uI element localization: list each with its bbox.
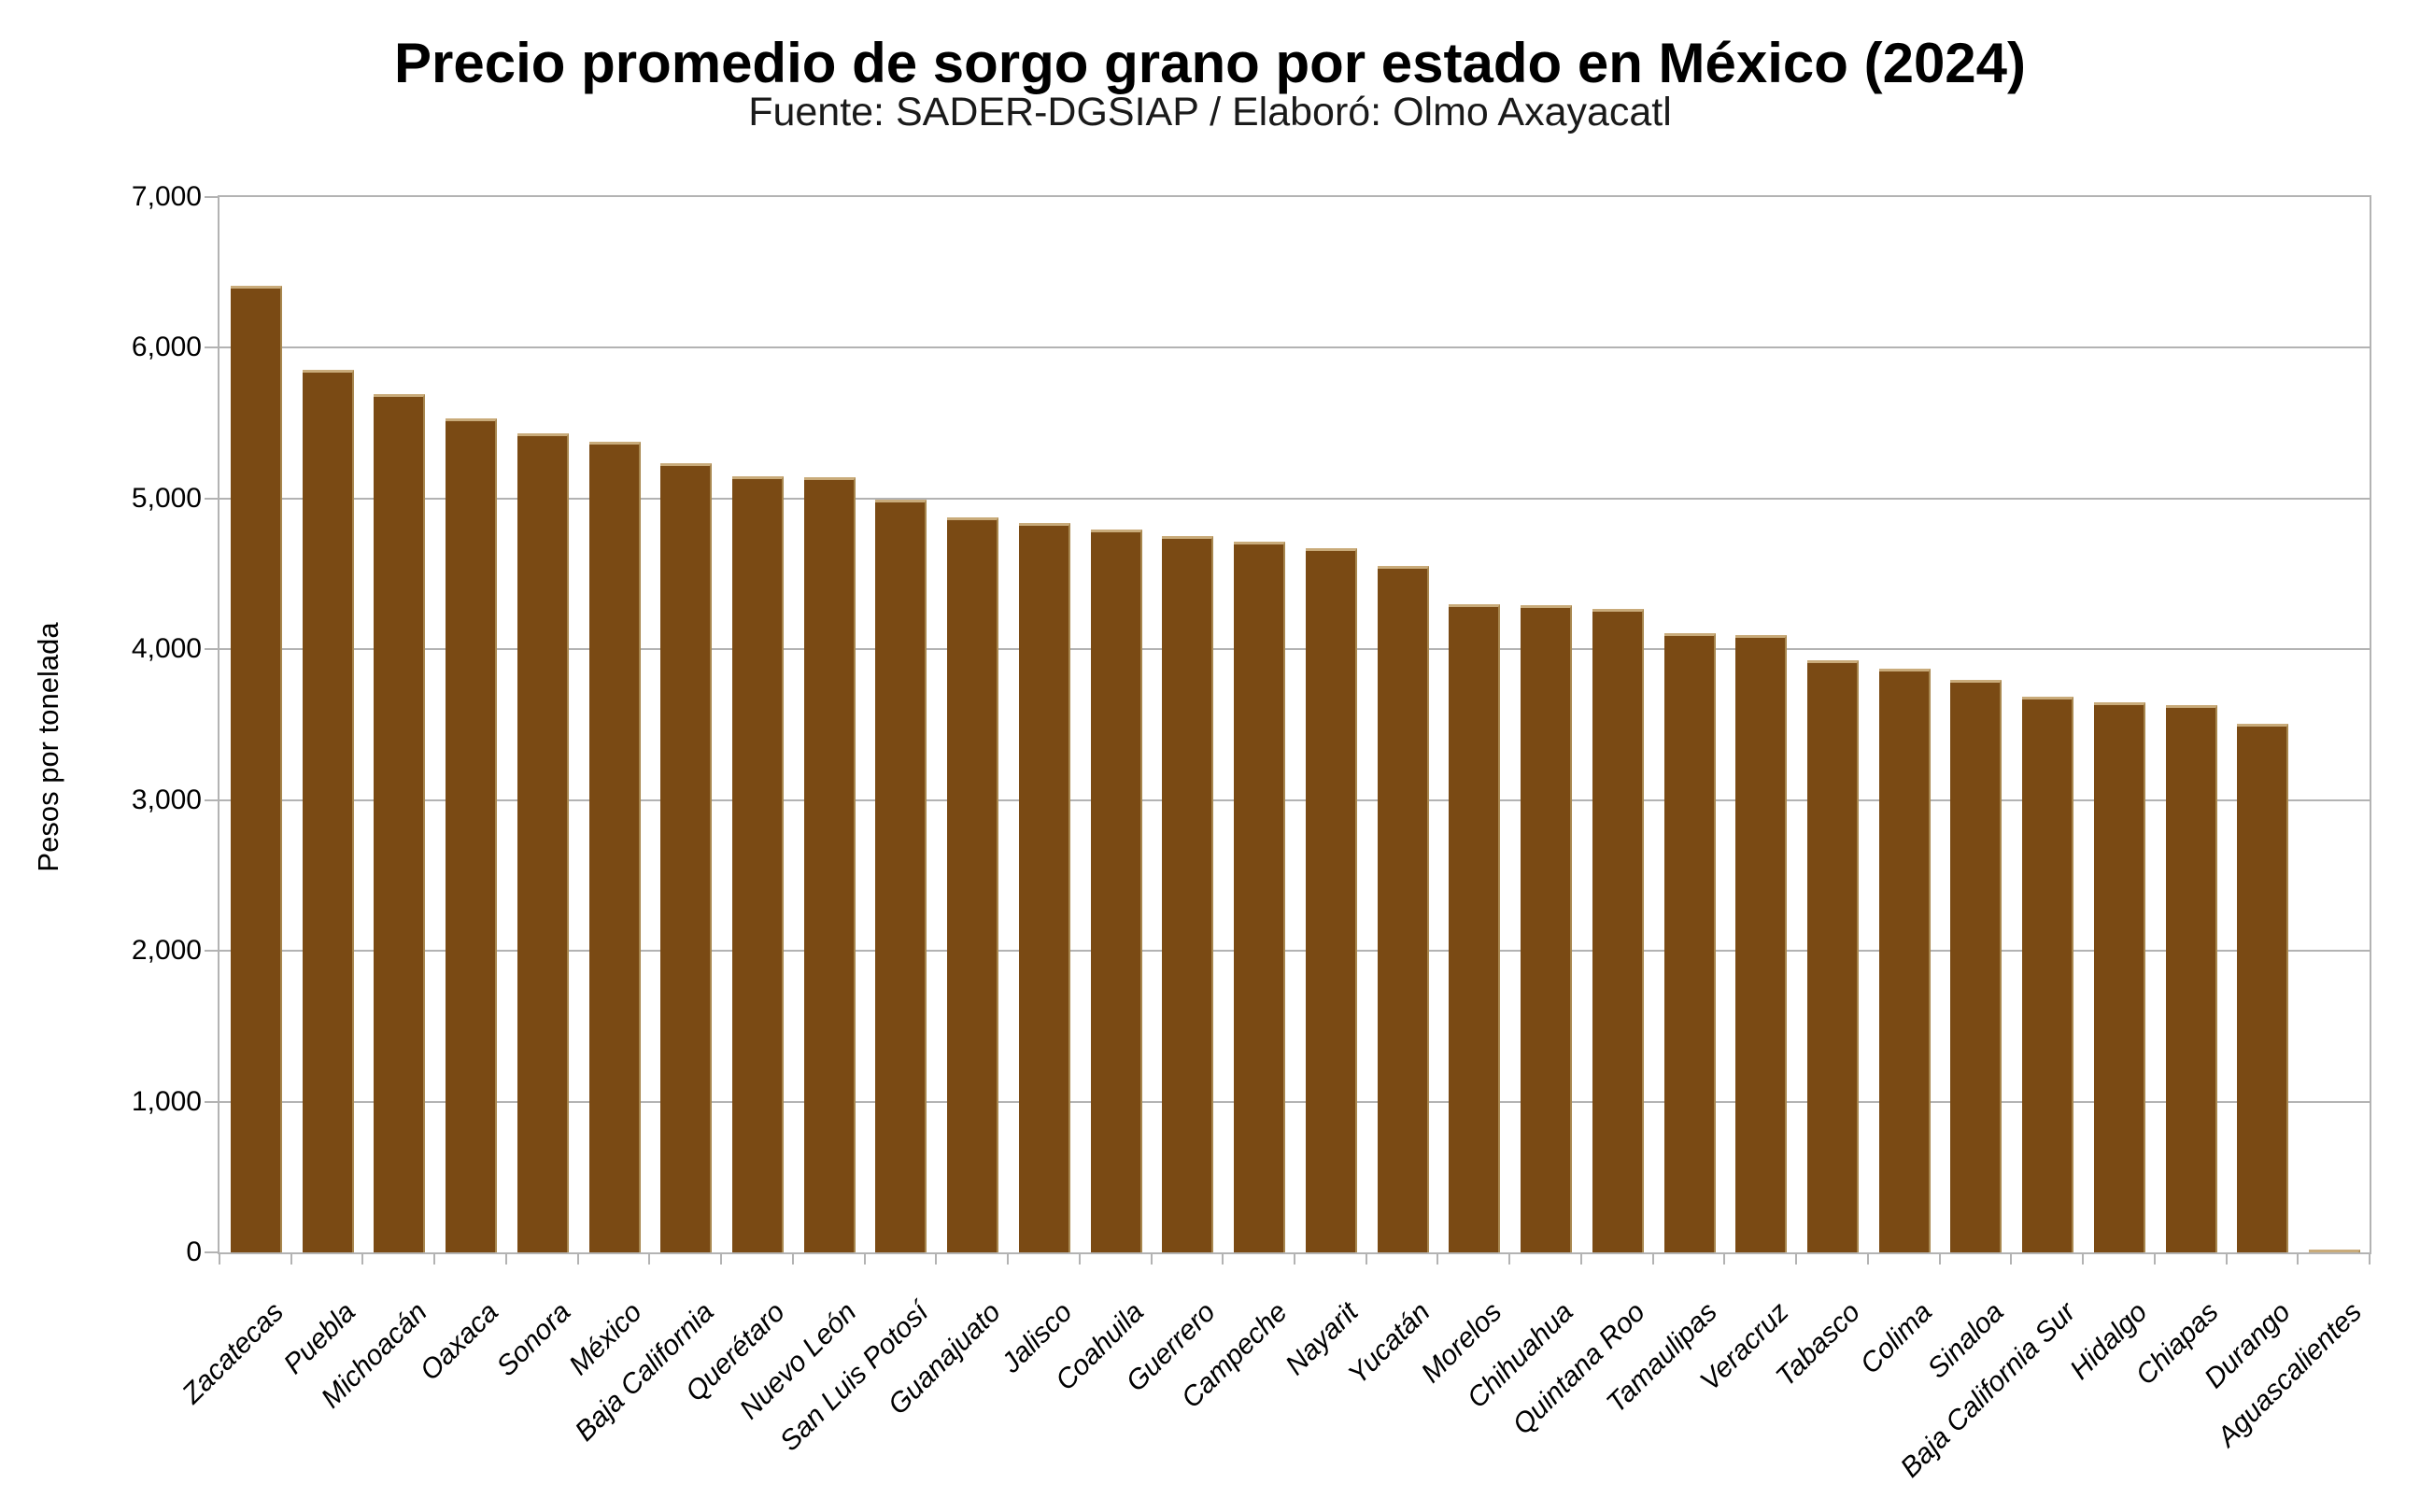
category-label: Zacatecas: [176, 1296, 290, 1410]
bar: [302, 369, 354, 1252]
x-axis-tick: [1294, 1252, 1295, 1265]
y-axis-tick: [205, 648, 218, 651]
x-axis-tick: [1866, 1252, 1869, 1265]
bar: [374, 393, 426, 1252]
gridline: [219, 798, 2370, 801]
bar: [1018, 522, 1070, 1252]
bar: [803, 477, 856, 1252]
bar: [1592, 608, 1644, 1252]
bar: [1521, 605, 1573, 1252]
bar: [1305, 548, 1357, 1252]
category-label: Sonora: [490, 1296, 576, 1383]
x-axis-tick: [2153, 1252, 2156, 1265]
x-axis-tick: [1795, 1252, 1798, 1265]
y-axis-tick: [205, 497, 218, 500]
y-tick-label: 4,000: [131, 633, 202, 665]
bar: [1878, 669, 1931, 1252]
x-axis-tick: [2369, 1252, 2370, 1265]
bar: [1377, 565, 1429, 1252]
x-axis-tick: [2225, 1252, 2228, 1265]
gridline: [219, 648, 2370, 651]
x-axis-tick: [1938, 1252, 1941, 1265]
y-tick-label: 6,000: [131, 332, 202, 363]
y-axis-tick: [205, 950, 218, 953]
x-axis-tick: [1723, 1252, 1726, 1265]
x-axis-tick: [2010, 1252, 2013, 1265]
y-axis-title: Pesos por tonelada: [32, 622, 64, 872]
x-axis-tick: [504, 1252, 507, 1265]
bar: [2309, 1249, 2361, 1252]
bar: [1090, 529, 1142, 1252]
bar: [947, 517, 999, 1252]
x-axis-tick: [576, 1252, 579, 1265]
chart-title: Precio promedio de sorgo grano por estad…: [393, 32, 2027, 94]
category-label: Oaxaca: [414, 1296, 505, 1387]
plot-area: [218, 195, 2371, 1254]
x-axis-tick: [1007, 1252, 1010, 1265]
bar: [2237, 724, 2289, 1252]
bar: [875, 500, 927, 1252]
bar: [2022, 697, 2074, 1252]
gridline: [219, 1100, 2370, 1103]
bar: [230, 286, 282, 1252]
bar: [2093, 701, 2145, 1252]
y-tick-label: 5,000: [131, 482, 202, 514]
x-axis-tick: [2082, 1252, 2085, 1265]
x-axis-tick: [290, 1252, 292, 1265]
x-axis-tick: [935, 1252, 938, 1265]
bar: [660, 462, 713, 1252]
bar: [1162, 536, 1214, 1252]
gridline: [219, 346, 2370, 349]
x-axis-tick: [648, 1252, 651, 1265]
x-axis-tick: [863, 1252, 866, 1265]
y-tick-label: 2,000: [131, 935, 202, 967]
x-axis-tick: [2297, 1252, 2300, 1265]
x-axis-tick: [791, 1252, 794, 1265]
x-axis-tick: [1579, 1252, 1582, 1265]
x-axis-tick: [1651, 1252, 1654, 1265]
bar: [588, 441, 641, 1252]
bar: [1807, 659, 1859, 1252]
x-axis-tick: [219, 1252, 220, 1265]
y-tick-label: 3,000: [131, 784, 202, 815]
x-axis-tick: [1365, 1252, 1367, 1265]
bar: [1663, 633, 1716, 1252]
x-axis-tick: [1150, 1252, 1153, 1265]
category-label: Colima: [1854, 1296, 1938, 1380]
bar: [446, 418, 498, 1252]
y-axis-tick: [205, 1100, 218, 1103]
gridline: [219, 950, 2370, 953]
bar: [732, 475, 784, 1252]
x-axis-tick: [720, 1252, 723, 1265]
y-axis-tick: [205, 346, 218, 349]
x-axis-tick: [1436, 1252, 1439, 1265]
bar: [1950, 679, 2003, 1252]
bar: [517, 432, 569, 1252]
x-axis-tick: [1222, 1252, 1224, 1265]
bar: [1449, 603, 1501, 1252]
y-tick-label: 1,000: [131, 1085, 202, 1117]
y-tick-label: 7,000: [131, 181, 202, 212]
bar: [1234, 541, 1286, 1252]
x-axis-tick: [361, 1252, 364, 1265]
x-axis-tick: [433, 1252, 436, 1265]
bar: [1735, 634, 1788, 1252]
x-axis-tick: [1508, 1252, 1511, 1265]
gridline: [219, 497, 2370, 500]
bar: [2165, 705, 2217, 1252]
x-axis-tick: [1078, 1252, 1081, 1265]
chart-subtitle: Fuente: SADER-DGSIAP / Elaboró: Olmo Axa…: [748, 90, 1672, 134]
y-tick-label: 0: [186, 1236, 202, 1267]
y-axis-tick: [205, 798, 218, 801]
y-axis-tick: [205, 1251, 218, 1253]
y-axis-tick: [205, 196, 218, 198]
